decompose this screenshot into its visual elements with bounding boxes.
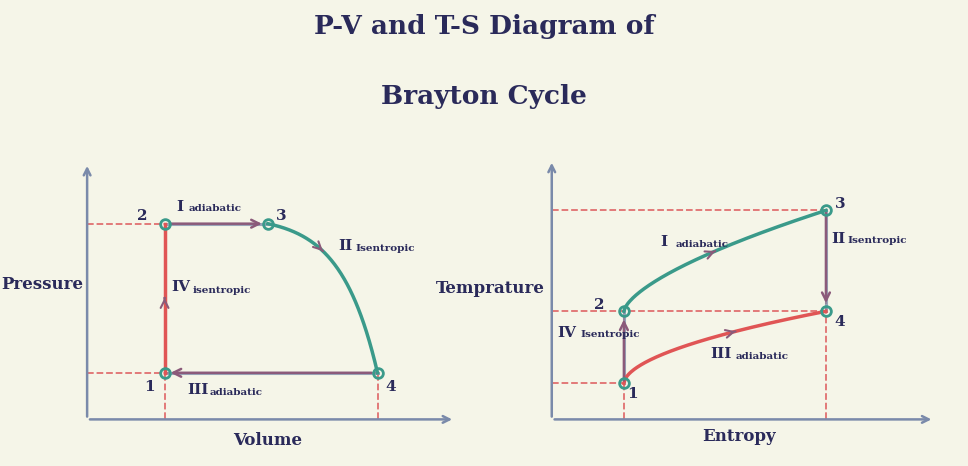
Text: adiabatic: adiabatic [189, 205, 242, 213]
Text: Entropy: Entropy [703, 428, 776, 445]
Text: Isentropic: Isentropic [848, 236, 907, 245]
Text: Temprature: Temprature [436, 280, 545, 297]
Text: 1: 1 [144, 379, 155, 393]
Text: 3: 3 [276, 209, 287, 223]
Text: Isentropic: Isentropic [355, 244, 415, 253]
Text: Volume: Volume [233, 432, 302, 449]
Text: II: II [832, 232, 846, 246]
Text: isentropic: isentropic [193, 286, 251, 295]
Text: II: II [338, 239, 352, 253]
Text: Brayton Cycle: Brayton Cycle [381, 84, 587, 109]
Text: Isentropic: Isentropic [581, 330, 640, 339]
Text: IV: IV [171, 280, 190, 294]
Text: adiabatic: adiabatic [676, 240, 729, 249]
Text: I: I [176, 199, 183, 213]
Text: IV: IV [558, 326, 577, 340]
Text: III: III [711, 347, 732, 361]
Text: P-V and T-S Diagram of: P-V and T-S Diagram of [314, 14, 654, 39]
Text: Pressure: Pressure [1, 276, 83, 293]
Text: 4: 4 [385, 379, 396, 393]
Text: I: I [660, 235, 667, 249]
Text: III: III [187, 383, 208, 397]
Text: adiabatic: adiabatic [210, 388, 262, 397]
Text: 3: 3 [834, 197, 845, 211]
Text: 2: 2 [593, 299, 604, 313]
Text: 1: 1 [627, 388, 638, 402]
Text: adiabatic: adiabatic [736, 352, 789, 361]
Text: 2: 2 [137, 209, 148, 223]
Text: 4: 4 [834, 315, 845, 329]
